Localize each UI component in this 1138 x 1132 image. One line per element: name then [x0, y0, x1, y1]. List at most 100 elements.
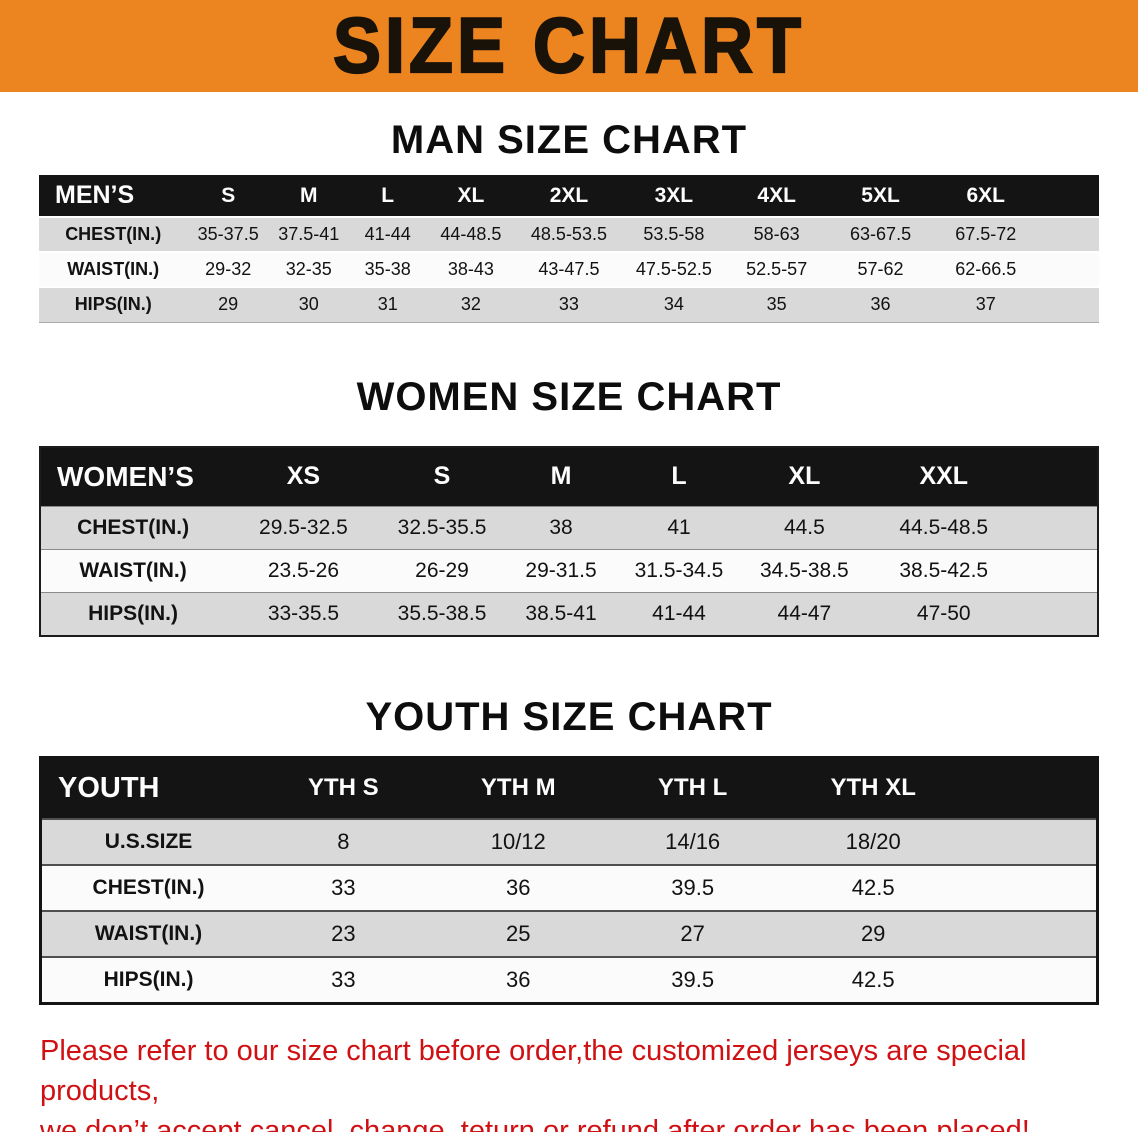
youth-waist-row: WAIST(IN.) 23 25 27 29	[40, 910, 1098, 957]
youth-header-cell: YTH L	[604, 757, 781, 819]
size-value: 29-32	[205, 259, 252, 279]
men-header-cell: L	[348, 175, 427, 217]
size-value: 57-62	[857, 259, 904, 279]
men-section-heading: MAN SIZE CHART	[390, 118, 748, 162]
size-value: 14/16	[604, 818, 781, 865]
men-header-cell: 4XL	[724, 175, 829, 217]
size-value: 44-48.5	[440, 224, 502, 244]
size-value: 35	[766, 294, 787, 315]
disclaimer: Please refer to our size chart before or…	[40, 1031, 1100, 1132]
men-header-cell: XL	[426, 175, 515, 217]
youth-header-cell: YTH S	[255, 757, 432, 819]
size-value: 38	[502, 506, 620, 550]
men-header-cell: 6XL	[932, 175, 1099, 217]
size-value: 47.5-52.5	[635, 259, 712, 279]
size-value: 26-29	[381, 549, 503, 593]
men-hips-row: HIPS(IN.) 29 30 31 32 33 34 35 36 37	[39, 287, 1099, 322]
women-waist-row: WAIST(IN.) 23.5-26 26-29 29-31.5 31.5-34…	[40, 549, 1098, 593]
size-value: 32.5-35.5	[381, 506, 503, 550]
women-header-cell: XS	[225, 446, 382, 507]
size-value: 23.5-26	[225, 549, 382, 593]
size-value: 31.5-34.5	[619, 549, 739, 593]
size-value: 38-43	[447, 259, 494, 279]
size-value: 29.5-32.5	[225, 506, 382, 550]
banner-title: SIZE CHART	[332, 2, 805, 90]
size-value: 44-47	[738, 592, 871, 636]
men-header-row: MEN’S S M L XL 2XL 3XL 4XL 5XL 6XL	[39, 175, 1099, 217]
disclaimer-line-2: we don’t accept cancel, change, teturn o…	[40, 1114, 1030, 1132]
size-value: 25	[431, 910, 605, 957]
size-value: 32	[460, 294, 481, 315]
row-label: CHEST(IN.)	[65, 224, 162, 244]
size-value: 37	[975, 294, 996, 315]
men-header-cell: M	[269, 175, 349, 217]
women-header-label: WOMEN’S	[40, 446, 226, 507]
size-value: 35.5-38.5	[381, 592, 503, 636]
size-value: 32-35	[285, 259, 332, 279]
size-value: 29	[218, 294, 239, 315]
size-value: 42.5	[780, 956, 1098, 1003]
row-label: HIPS(IN.)	[74, 294, 152, 315]
row-label: WAIST(IN.)	[40, 910, 256, 957]
size-value: 18/20	[780, 818, 1098, 865]
size-value: 41-44	[364, 224, 411, 244]
size-value: 43-47.5	[538, 259, 600, 279]
size-value: 67.5-72	[955, 224, 1017, 244]
size-value: 33-35.5	[225, 592, 382, 636]
size-value: 36	[431, 864, 605, 911]
row-label: HIPS(IN.)	[40, 956, 256, 1003]
size-value: 41	[619, 506, 739, 550]
row-label: U.S.SIZE	[40, 818, 256, 865]
size-value: 37.5-41	[278, 224, 340, 244]
size-value: 42.5	[780, 864, 1098, 911]
size-value: 39.5	[604, 864, 781, 911]
women-header-cell: L	[619, 446, 739, 507]
size-value: 38.5-42.5	[870, 549, 1098, 593]
women-hips-row: HIPS(IN.) 33-35.5 35.5-38.5 38.5-41 41-4…	[40, 592, 1098, 636]
size-value: 23	[255, 910, 432, 957]
size-value: 62-66.5	[955, 259, 1017, 279]
size-value: 48.5-53.5	[530, 224, 607, 244]
size-value: 33	[558, 294, 579, 315]
size-chart-banner: SIZE CHART	[0, 0, 1138, 92]
youth-chest-row: CHEST(IN.) 33 36 39.5 42.5	[40, 864, 1098, 911]
size-value: 44.5-48.5	[870, 506, 1098, 550]
youth-hips-row: HIPS(IN.) 33 36 39.5 42.5	[40, 956, 1098, 1003]
size-value: 63-67.5	[850, 224, 912, 244]
youth-header-cell: YTH M	[431, 757, 605, 819]
women-header-cell: XL	[738, 446, 871, 507]
youth-ussize-row: U.S.SIZE 8 10/12 14/16 18/20	[40, 818, 1098, 865]
men-chest-row: CHEST(IN.) 35-37.5 37.5-41 41-44 44-48.5…	[39, 217, 1099, 252]
men-header-cell: 5XL	[828, 175, 933, 217]
youth-section-heading: YOUTH SIZE CHART	[365, 694, 773, 739]
women-header-cell: S	[381, 446, 503, 507]
size-value: 36	[870, 294, 891, 315]
row-label: CHEST(IN.)	[40, 864, 256, 911]
men-header-cell: 3XL	[623, 175, 725, 217]
youth-header-row: YOUTH YTH S YTH M YTH L YTH XL	[40, 757, 1098, 819]
women-header-cell: M	[502, 446, 620, 507]
women-chest-row: CHEST(IN.) 29.5-32.5 32.5-35.5 38 41 44.…	[40, 506, 1098, 550]
men-header-cell: 2XL	[514, 175, 623, 217]
size-value: 33	[255, 864, 432, 911]
men-size-table: MEN’S S M L XL 2XL 3XL 4XL 5XL 6XL CHEST…	[39, 175, 1099, 323]
youth-header-label: YOUTH	[40, 757, 256, 819]
size-value: 35-37.5	[197, 224, 259, 244]
size-value: 29	[780, 910, 1098, 957]
size-value: 34.5-38.5	[738, 549, 871, 593]
size-value: 33	[255, 956, 432, 1003]
size-value: 52.5-57	[746, 259, 808, 279]
disclaimer-line-1: Please refer to our size chart before or…	[40, 1034, 1027, 1107]
size-value: 47-50	[870, 592, 1098, 636]
size-value: 34	[663, 294, 684, 315]
size-value: 8	[255, 818, 432, 865]
size-value: 27	[604, 910, 781, 957]
men-waist-row: WAIST(IN.) 29-32 32-35 35-38 38-43 43-47…	[39, 252, 1099, 287]
size-value: 53.5-58	[643, 224, 705, 244]
size-value: 38.5-41	[502, 592, 620, 636]
size-value: 36	[431, 956, 605, 1003]
women-size-table: WOMEN’S XS S M L XL XXL CHEST(IN.) 29.5-…	[39, 445, 1099, 637]
size-value: 41-44	[619, 592, 739, 636]
row-label: CHEST(IN.)	[40, 506, 226, 550]
size-value: 44.5	[738, 506, 871, 550]
